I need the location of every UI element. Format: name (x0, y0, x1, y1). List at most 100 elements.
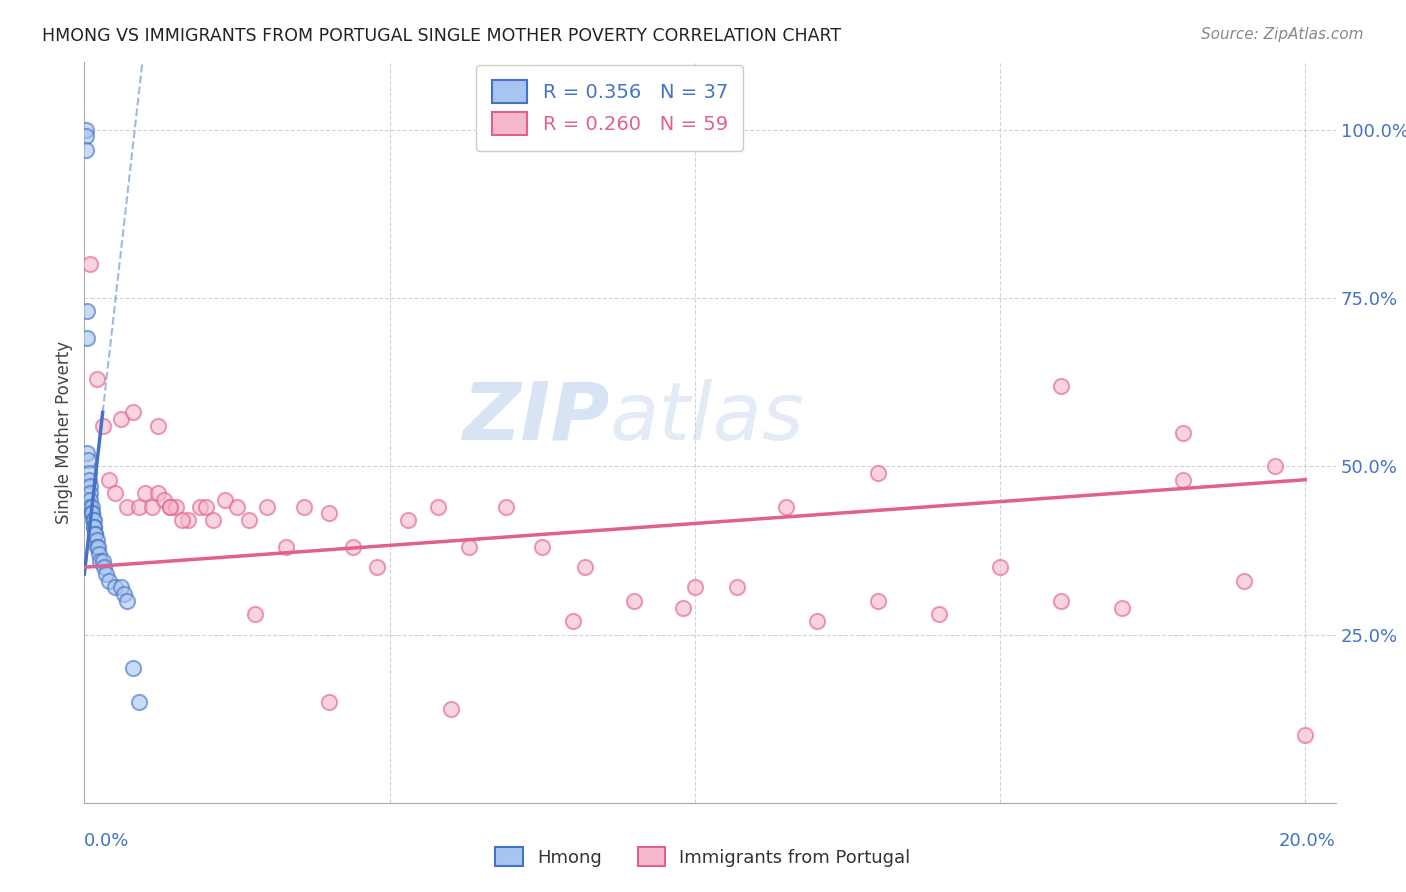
Point (104, 486, 127, 500)
Point (77, 473, 100, 487)
Point (427, 500, 450, 514)
Point (366, 560, 388, 574)
Point (97, 574, 120, 588)
Point (806, 614, 828, 628)
Point (86, 372, 108, 386)
Y-axis label: Single Mother Poverty: Single Mother Poverty (55, 341, 73, 524)
Point (201, 513, 224, 527)
Point (82, 507, 104, 521)
Point (93, 560, 115, 574)
Point (561, 614, 583, 628)
Text: HMONG VS IMMIGRANTS FROM PORTUGAL SINGLE MOTHER POVERTY CORRELATION CHART: HMONG VS IMMIGRANTS FROM PORTUGAL SINGLE… (42, 27, 841, 45)
Point (79, 479, 101, 493)
Point (342, 540, 364, 554)
Point (75, 122, 97, 136)
Point (79, 492, 101, 507)
Point (671, 600, 693, 615)
Point (75, 143, 97, 157)
Point (318, 695, 340, 709)
Point (1171, 425, 1194, 440)
Point (683, 581, 706, 595)
Point (238, 513, 260, 527)
Point (104, 581, 127, 595)
Point (91, 418, 114, 433)
Point (866, 466, 889, 480)
Legend: R = 0.356   N = 37, R = 0.260   N = 59: R = 0.356 N = 37, R = 0.260 N = 59 (477, 65, 744, 151)
Point (76, 304, 98, 318)
Point (495, 500, 517, 514)
Point (226, 500, 249, 514)
Point (1050, 594, 1073, 608)
Point (89, 553, 111, 567)
Point (1294, 729, 1316, 743)
Text: Source: ZipAtlas.com: Source: ZipAtlas.com (1201, 27, 1364, 42)
Point (775, 500, 797, 514)
Point (727, 581, 749, 595)
Text: 0.0%: 0.0% (84, 832, 129, 850)
Point (83, 520, 105, 534)
Point (1050, 378, 1073, 392)
Point (623, 594, 645, 608)
Point (79, 486, 101, 500)
Point (91, 553, 114, 567)
Point (112, 587, 135, 601)
Point (177, 513, 200, 527)
Point (574, 560, 596, 574)
Point (396, 513, 419, 527)
Point (1264, 459, 1286, 474)
Text: atlas: atlas (610, 379, 804, 457)
Point (531, 540, 554, 554)
Point (110, 581, 132, 595)
Point (439, 701, 461, 715)
Point (165, 500, 187, 514)
Point (115, 594, 138, 608)
Point (159, 500, 181, 514)
Point (122, 405, 145, 419)
Point (141, 500, 163, 514)
Point (1171, 473, 1194, 487)
Point (79, 500, 101, 514)
Point (86, 533, 108, 548)
Point (97, 473, 120, 487)
Point (256, 500, 278, 514)
Point (214, 492, 236, 507)
Point (152, 492, 174, 507)
Point (86, 540, 108, 554)
Point (82, 513, 104, 527)
Point (84, 526, 107, 541)
Point (292, 500, 315, 514)
Point (146, 486, 169, 500)
Point (84, 526, 107, 541)
Point (245, 607, 267, 622)
Point (128, 500, 150, 514)
Point (80, 500, 103, 514)
Point (1233, 574, 1256, 588)
Point (80, 507, 103, 521)
Point (1111, 600, 1133, 615)
Point (128, 695, 150, 709)
Point (159, 500, 181, 514)
Point (988, 560, 1011, 574)
Point (170, 513, 193, 527)
Point (866, 594, 889, 608)
Point (94, 566, 117, 581)
Point (76, 331, 98, 345)
Point (195, 500, 218, 514)
Point (134, 486, 156, 500)
Point (83, 513, 105, 527)
Point (87, 547, 110, 561)
Point (77, 452, 100, 467)
Point (83, 520, 105, 534)
Point (928, 607, 950, 622)
Legend: Hmong, Immigrants from Portugal: Hmong, Immigrants from Portugal (488, 840, 918, 874)
Point (110, 412, 132, 426)
Point (76, 446, 98, 460)
Point (274, 540, 297, 554)
Point (115, 500, 138, 514)
Point (87, 540, 110, 554)
Point (318, 507, 340, 521)
Point (75, 129, 97, 144)
Point (79, 257, 101, 271)
Text: ZIP: ZIP (463, 379, 610, 457)
Point (458, 540, 481, 554)
